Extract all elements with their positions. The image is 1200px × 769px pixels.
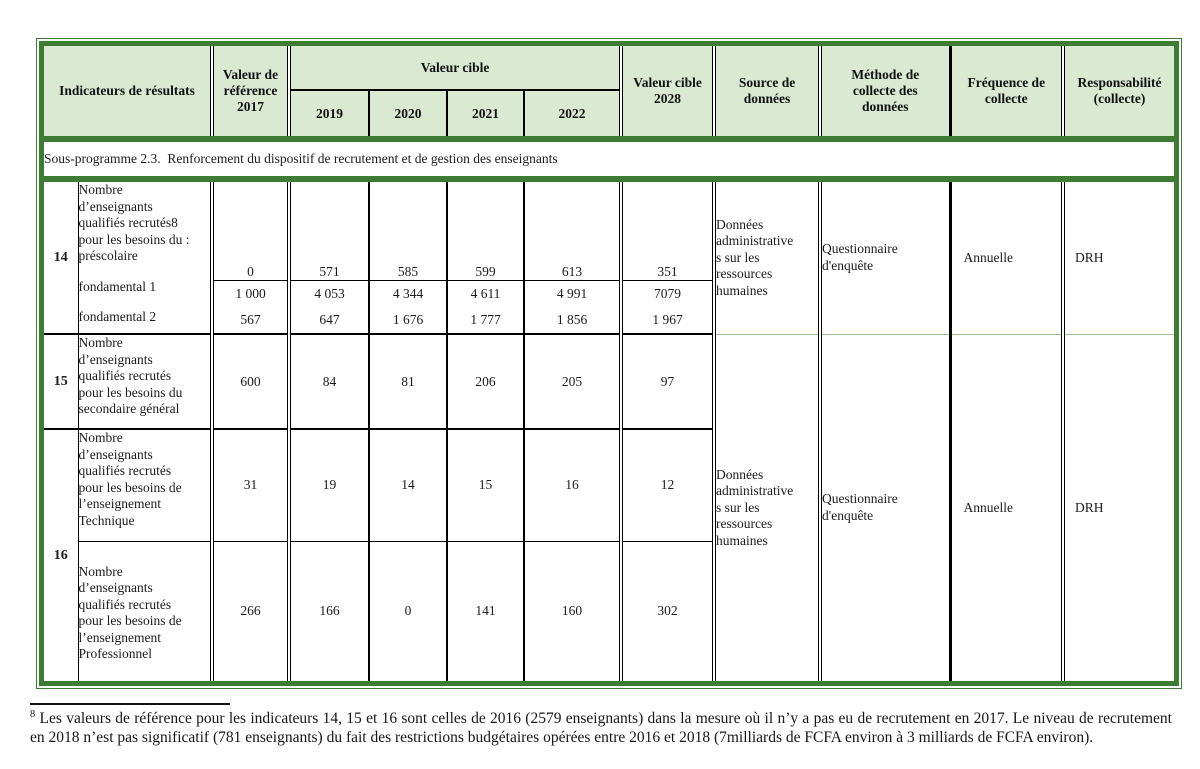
value-f1: 4 344: [392, 285, 424, 301]
results-table: Indicateurs de résultats Valeur de référ…: [44, 46, 1175, 681]
row-14-indicator-text: Nombre d’enseignants qualifiés recrutés8…: [78, 182, 190, 263]
row-14-prescolaire: 14 Nombre d’enseignants qualifiés recrut…: [44, 182, 1174, 334]
footnote-body: Les valeurs de référence pour les indica…: [30, 710, 1172, 746]
value-cell: 14: [369, 428, 448, 541]
header-row-1: Indicateurs de résultats Valeur de référ…: [44, 46, 1175, 136]
rows-15-16-methode: Questionnaire d'enquête: [820, 333, 952, 681]
header-responsabilite: Responsabilité (collecte): [1063, 46, 1175, 136]
row-14-responsabilite: DRH: [1075, 249, 1104, 265]
value-cell: 0: [369, 540, 448, 681]
value-cell: 351: [621, 182, 717, 281]
header-valeur-reference: Valeur de référence 2017: [212, 46, 291, 136]
value-cell: 31: [212, 428, 291, 541]
header-frequence-collecte: Fréquence de collecte: [950, 46, 1066, 136]
header-year-2022: 2022: [524, 90, 624, 136]
row-14-source: Données administrative s sur les ressour…: [714, 182, 823, 334]
header-year-2019: 2019: [289, 90, 370, 136]
value-cell: 4 344 1 676: [369, 280, 448, 334]
value-cell: 97: [621, 333, 717, 429]
value-cell: 4 053 647: [289, 280, 370, 334]
value-cell: 600: [212, 333, 291, 429]
row-14-label-fondamental-2: fondamental 2: [78, 309, 157, 324]
value-f1: 4 611: [470, 285, 501, 301]
value-cell: 206: [447, 333, 525, 429]
header-year-2020: 2020: [369, 90, 448, 136]
footnote-text: 8 Les valeurs de référence pour les indi…: [30, 708, 1172, 747]
value-f2: 1 676: [392, 311, 424, 327]
value-cell: 0: [212, 182, 291, 281]
row-16-technique: 16 Nombre d’enseignants qualifiés recrut…: [44, 428, 1174, 681]
value-cell: 302: [621, 540, 717, 681]
row-14-fondamental: 1 000 567 4 053 647 4 344 1 676 4 611 1 …: [44, 280, 1174, 334]
row-14-label-fondamental-1: fondamental 1: [78, 278, 157, 294]
green-separator: [44, 136, 1175, 142]
rows-15-16-responsabilite: DRH: [1063, 333, 1175, 681]
value-cell: 571: [289, 182, 370, 281]
footnote: 8 Les valeurs de référence pour les indi…: [30, 703, 1172, 747]
row-15: 15 Nombre d’enseignants qualifiés recrut…: [44, 333, 1175, 681]
value-f2: 1 856: [556, 311, 588, 327]
green-separator: [44, 176, 1175, 182]
row-16-number: 16: [44, 428, 79, 681]
row-15-indicator: Nombre d’enseignants qualifiés recrutés …: [78, 333, 214, 429]
value-f1: 7079: [654, 285, 682, 301]
footnote-rule: [30, 703, 230, 705]
value-f2: 647: [319, 311, 340, 327]
value-f2: 1 967: [652, 311, 683, 327]
value-cell: 266: [212, 540, 291, 681]
row-16-professionnel: Nombre d’enseignants qualifiés recrutés …: [44, 540, 1174, 681]
header-source-donnees: Source de données: [714, 46, 823, 136]
value-cell: 4 611 1 777: [447, 280, 525, 334]
header-valeur-cible-2028: Valeur cible 2028: [621, 46, 717, 136]
results-table-frame: Indicateurs de résultats Valeur de référ…: [36, 38, 1182, 689]
row-14-indicator: Nombre d’enseignants qualifiés recrutés8…: [78, 182, 214, 334]
value-cell: 205: [524, 333, 624, 429]
value-cell: 613: [524, 182, 624, 281]
value-cell: 7079 1 967: [621, 280, 717, 334]
value-cell: 81: [369, 333, 448, 429]
rows-15-16-frequence: Annuelle: [950, 333, 1066, 681]
header-year-2021: 2021: [447, 90, 525, 136]
value-f2: 567: [240, 311, 261, 327]
value-cell: 166: [289, 540, 370, 681]
value-cell: 141: [447, 540, 525, 681]
value-cell: 12: [621, 428, 717, 541]
row-14-number: 14: [44, 182, 79, 334]
value-f2: 1 777: [470, 311, 501, 327]
value-cell: 4 991 1 856: [524, 280, 624, 334]
value-cell: 19: [289, 428, 370, 541]
row-16-indicator-professionnel: Nombre d’enseignants qualifiés recrutés …: [78, 540, 214, 681]
results-table-inner-frame: Indicateurs de résultats Valeur de référ…: [39, 41, 1179, 686]
header-indicateurs: Indicateurs de résultats: [44, 46, 214, 136]
row-15-number: 15: [44, 333, 79, 429]
header-row-years: 2019 2020 2021 2022: [44, 90, 1174, 136]
row-16-indicator-technique: Nombre d’enseignants qualifiés recrutés …: [78, 428, 214, 541]
header-valeur-cible-group: Valeur cible: [289, 46, 624, 91]
value-cell: 599: [447, 182, 525, 281]
row-14-frequence: Annuelle: [950, 182, 1066, 334]
value-cell: 160: [524, 540, 624, 681]
value-cell: 16: [524, 428, 624, 541]
value-cell: 1 000 567: [212, 280, 291, 334]
subprogramme-row: Sous-programme 2.3. Renforcement du disp…: [44, 142, 1175, 176]
row-14-methode: Questionnaire d'enquête: [820, 182, 952, 334]
value-f1: 4 053: [314, 285, 345, 301]
footnote-marker: 8: [30, 708, 36, 720]
value-f1: 4 991: [556, 285, 588, 301]
rows-15-16-source: Données administrative s sur les ressour…: [714, 333, 823, 681]
header-methode-collecte: Méthode de collecte des données: [820, 46, 952, 136]
subprogramme-label: Sous-programme 2.3. Renforcement du disp…: [44, 142, 1175, 176]
value-cell: 15: [447, 428, 525, 541]
value-cell: 84: [289, 333, 370, 429]
value-cell: 585: [369, 182, 448, 281]
value-f1: 1 000: [235, 285, 266, 301]
